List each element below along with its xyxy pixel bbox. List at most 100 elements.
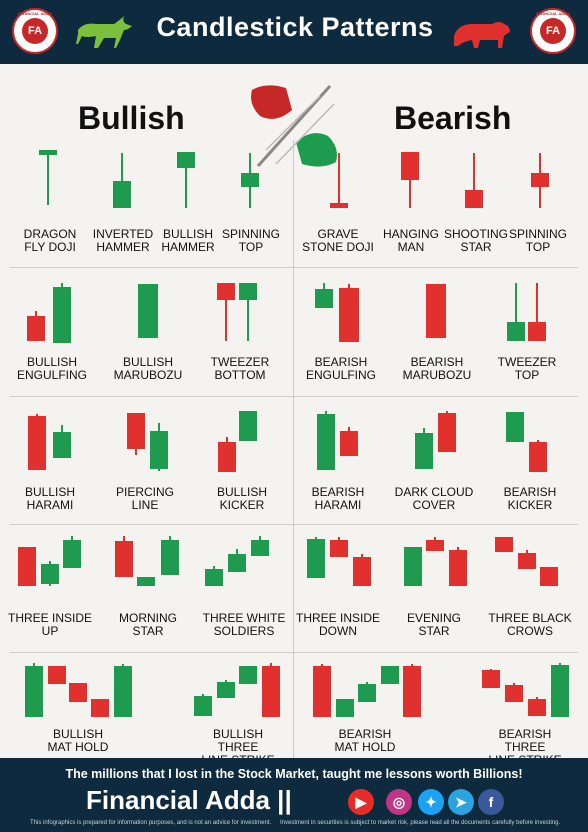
pattern-label-bullish-mat-hold: BULLISH MAT HOLD [33,728,123,754]
candle-body [339,288,359,342]
pattern-label-bearish-engulfing: BEARISH ENGULFING [296,356,386,382]
candle-wick [338,153,340,208]
pattern-label-line2: SOLDIERS [213,624,275,638]
candle-body [63,540,81,568]
disclaimer-left: This infographics is prepared for inform… [30,820,272,826]
candle-body [426,284,446,338]
pattern-label-gravestone-doji: GRAVE STONE DOJI [293,228,383,254]
pattern-label-line2: ENGULFING [305,368,376,382]
pattern-label-inverted-hammer: INVERTED HAMMER [78,228,168,254]
twitter-icon[interactable]: ✦ [418,789,444,815]
pattern-label-line2: CROWS [507,624,553,638]
pattern-label-line2: LINE [131,498,159,512]
candle-body [315,289,333,308]
candle-body [336,699,354,717]
pattern-label-line2: STONE DOJI [302,240,374,254]
column-divider [293,140,294,758]
pattern-label-shooting-star: SHOOTING STAR [431,228,521,254]
pattern-label-three-inside-up: THREE INSIDE UP [5,612,95,638]
candle-body [528,699,546,716]
candle-body [115,541,133,577]
candle-body [313,666,331,717]
pattern-label-three-inside-down: THREE INSIDE DOWN [293,612,383,638]
candle-body [505,685,523,702]
candle-body [531,173,549,187]
pattern-label-spinning-top-bull: SPINNING TOP [206,228,296,254]
candle-body [150,431,168,469]
candle-wick [409,152,411,208]
pattern-label-tweezer-top: TWEEZER TOP [482,356,572,382]
pattern-label-line1: BEARISH [314,355,368,369]
pattern-label-line1: EVENING [406,611,461,625]
candle-body [239,411,257,441]
candle-body [177,152,195,168]
instagram-icon[interactable]: ◎ [386,789,412,815]
pattern-label-bullish-hammer: BULLISH HAMMER [143,228,233,254]
pattern-label-bullish-marubozu: BULLISH MARUBOZU [103,356,193,382]
candle-body [41,564,59,584]
pattern-label-line1: DARK CLOUD [394,485,474,499]
pattern-label-bullish-harami: BULLISH HARAMI [5,486,95,512]
candle-wick [121,153,123,208]
candle-body [353,557,371,586]
candle-body [426,540,444,551]
facebook-icon[interactable]: f [478,789,504,815]
candle-body [449,550,467,586]
pattern-label-evening-star: EVENING STAR [389,612,479,638]
youtube-icon[interactable]: ▶ [348,789,374,815]
pattern-label-line2: MARUBOZU [113,368,183,382]
candle-body [53,287,71,343]
candle-body [401,152,419,180]
candle-body [529,442,547,472]
telegram-icon[interactable]: ➤ [448,789,474,815]
pattern-label-line1: DRAGON [23,227,77,241]
pattern-label-line1: SHOOTING [443,227,508,241]
pattern-label-three-black-crows: THREE BLACK CROWS [485,612,575,638]
pattern-label-line1: BULLISH [162,227,214,241]
candle-body [262,666,280,717]
candle-body [28,416,46,470]
pattern-label-bearish-kicker: BEARISH KICKER [485,486,575,512]
pattern-label-line2: TOP [238,240,264,254]
candle-wick [515,283,517,341]
row-divider [10,267,578,268]
candle-body [381,666,399,684]
candle-body [507,322,525,341]
candle-body [137,577,155,586]
candle-wick [47,150,49,205]
pattern-label-line2: FLY DOJI [24,240,76,254]
candle-body [330,203,348,208]
pattern-label-line1: SPINNING [221,227,280,241]
row-divider [10,524,578,525]
candle-body [113,181,131,208]
candle-body [251,540,269,556]
pattern-label-dragonfly-doji: DRAGON FLY DOJI [5,228,95,254]
logo-mark: FA [22,18,48,44]
candle-body [495,537,513,552]
candle-body [39,150,57,155]
pattern-label-line1: THREE INSIDE [7,611,92,625]
financial-adda-logo-right: FINANCIAL ADDA FA [530,8,576,54]
pattern-label-line2: DOWN [319,624,357,638]
candle-wick [225,283,227,341]
pattern-label-line2: MAT HOLD [334,740,396,754]
candle-body [518,553,536,569]
pattern-label-line2: MARUBOZU [402,368,472,382]
pattern-label-line2: COVER [412,498,456,512]
pattern-label-line1: PIERCING [115,485,174,499]
pattern-label-line2: STAR [132,624,164,638]
candle-body [161,540,179,575]
bullish-heading: Bullish [78,100,185,136]
pattern-label-line1: BEARISH [311,485,365,499]
candle-body [415,433,433,469]
pattern-label-line1: THREE BLACK [488,611,572,625]
candle-body [228,554,246,572]
pattern-label-line1: BULLISH [26,355,78,369]
candle-body [218,442,236,472]
pattern-label-line2: HAMMER [161,240,215,254]
pattern-label-line2: HAMMER [96,240,150,254]
pattern-label-line1: TWEEZER [497,355,557,369]
footer-brand: Financial Adda || [86,785,292,815]
pattern-label-line2: ENGULFING [16,368,87,382]
candle-wick [247,283,249,341]
